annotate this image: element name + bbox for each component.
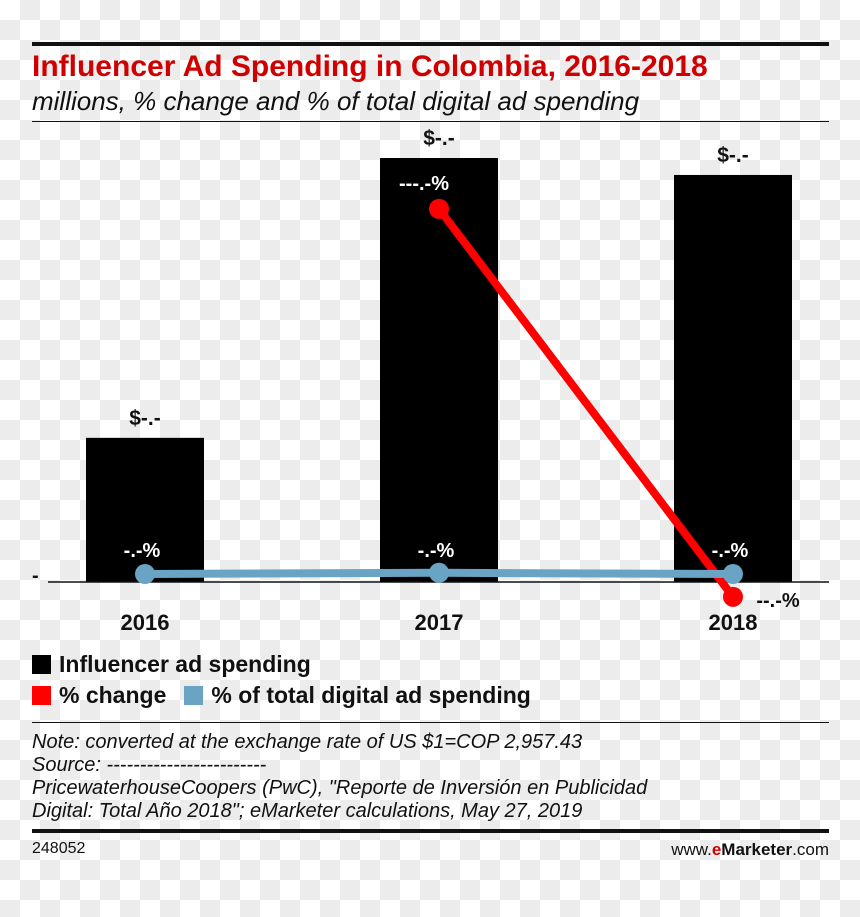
legend-label-share: % of total digital ad spending — [211, 682, 531, 708]
legend-label-change: % change — [59, 682, 167, 708]
top-rule — [32, 42, 829, 46]
chart-title: Influencer Ad Spending in Colombia, 2016… — [32, 50, 708, 83]
legend-swatch-spending — [32, 655, 51, 674]
bar-2016 — [86, 437, 204, 582]
legend-swatch-change — [32, 686, 51, 705]
x-tick-label-2016: 2016 — [121, 610, 170, 635]
x-tick-label-2018: 2018 — [709, 610, 758, 635]
notes-rule — [32, 722, 829, 723]
legend-label-spending: Influencer ad spending — [59, 651, 311, 677]
legend-item-spending: Influencer ad spending — [32, 651, 311, 678]
share-point-2017 — [429, 562, 449, 583]
bar-2018 — [674, 174, 792, 582]
chart-area: $-.- $-.- $-.- - 2016 2017 2018 -.-% -.-% -.-% ---… — [32, 127, 829, 635]
x-tick-label-2017: 2017 — [415, 610, 464, 635]
brand-name: Marketer — [721, 840, 793, 859]
y-tick-label: - — [32, 565, 39, 587]
legend-row-2: % change % of total digital ad spending — [32, 682, 549, 709]
brand-suffix: .com — [792, 840, 829, 859]
change-value-label-2017: ---.-% — [399, 173, 449, 195]
bar-2017 — [380, 158, 498, 582]
note-line-4: Digital: Total Año 2018"; eMarketer calc… — [32, 800, 583, 822]
share-value-label-2017: -.-% — [418, 540, 455, 562]
brand-link[interactable]: www.eMarketer.com — [671, 840, 829, 860]
bar-value-label-2016: $-.- — [129, 407, 161, 430]
share-value-label-2016: -.-% — [124, 540, 161, 562]
note-line-3: PricewaterhouseCoopers (PwC), "Reporte d… — [32, 777, 648, 799]
change-line — [435, 204, 737, 601]
share-point-2018 — [723, 564, 743, 584]
chart-subtitle: millions, % change and % of total digita… — [32, 86, 640, 116]
legend-item-change: % change — [32, 682, 166, 709]
title-rule — [32, 121, 829, 122]
legend-item-share: % of total digital ad spending — [184, 682, 531, 709]
legend-row-1: Influencer ad spending — [32, 651, 329, 678]
legend-swatch-share — [184, 686, 204, 705]
bar-value-label-2018: $-.- — [717, 144, 749, 167]
change-point-2017 — [429, 198, 449, 219]
chart-id: 248052 — [32, 840, 86, 857]
bottom-rule — [32, 829, 829, 833]
share-value-label-2018: -.-% — [712, 540, 749, 562]
brand-prefix: www. — [671, 840, 712, 859]
share-point-2016 — [135, 564, 155, 584]
note-line-1: Note: converted at the exchange rate of … — [32, 731, 583, 753]
note-line-2: Source: ------------------------ — [32, 754, 267, 776]
bar-value-label-2017: $-.- — [423, 127, 455, 150]
brand-e: e — [711, 840, 722, 859]
change-point-2018 — [723, 586, 743, 607]
change-value-label-2018: --.-% — [756, 590, 800, 612]
